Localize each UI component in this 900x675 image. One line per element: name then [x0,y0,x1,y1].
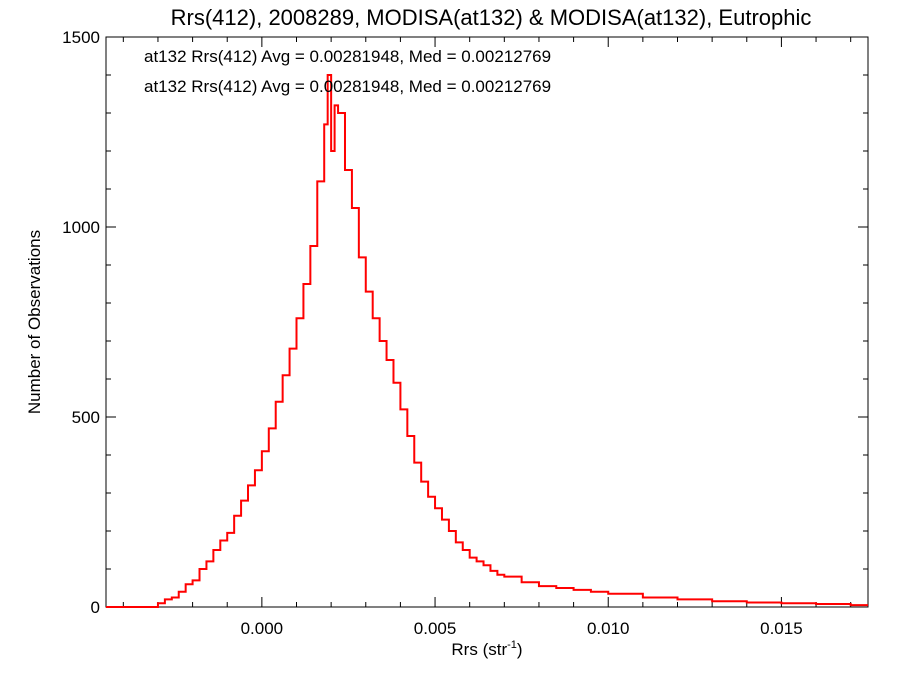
x-axis-title-close: ) [517,640,523,659]
annotation-black: at132 Rrs(412) Avg = 0.00281948, Med = 0… [144,47,551,66]
x-tick-label: 0.000 [241,619,284,638]
x-axis-title: Rrs (str-1) [451,639,522,659]
x-tick-label: 0.005 [414,619,457,638]
y-axis-title: Number of Observations [25,230,44,414]
x-tick-label: 0.015 [760,619,803,638]
chart-title: Rrs(412), 2008289, MODISA(at132) & MODIS… [171,5,812,30]
y-tick-label: 1000 [62,218,100,237]
axis-ticks: 0.000 0.005 0.010 0.015 0 500 1000 1500 [62,28,868,638]
plot-frame [105,36,869,608]
x-tick-label: 0.010 [587,619,630,638]
x-axis-title-sup: -1 [507,639,517,651]
histogram-series-line [106,74,868,608]
y-tick-label: 1500 [62,28,100,47]
y-tick-label: 0 [91,598,100,617]
annotation-red: at132 Rrs(412) Avg = 0.00281948, Med = 0… [144,77,551,96]
x-axis-title-text: Rrs (str [451,640,507,659]
y-tick-label: 500 [72,408,100,427]
